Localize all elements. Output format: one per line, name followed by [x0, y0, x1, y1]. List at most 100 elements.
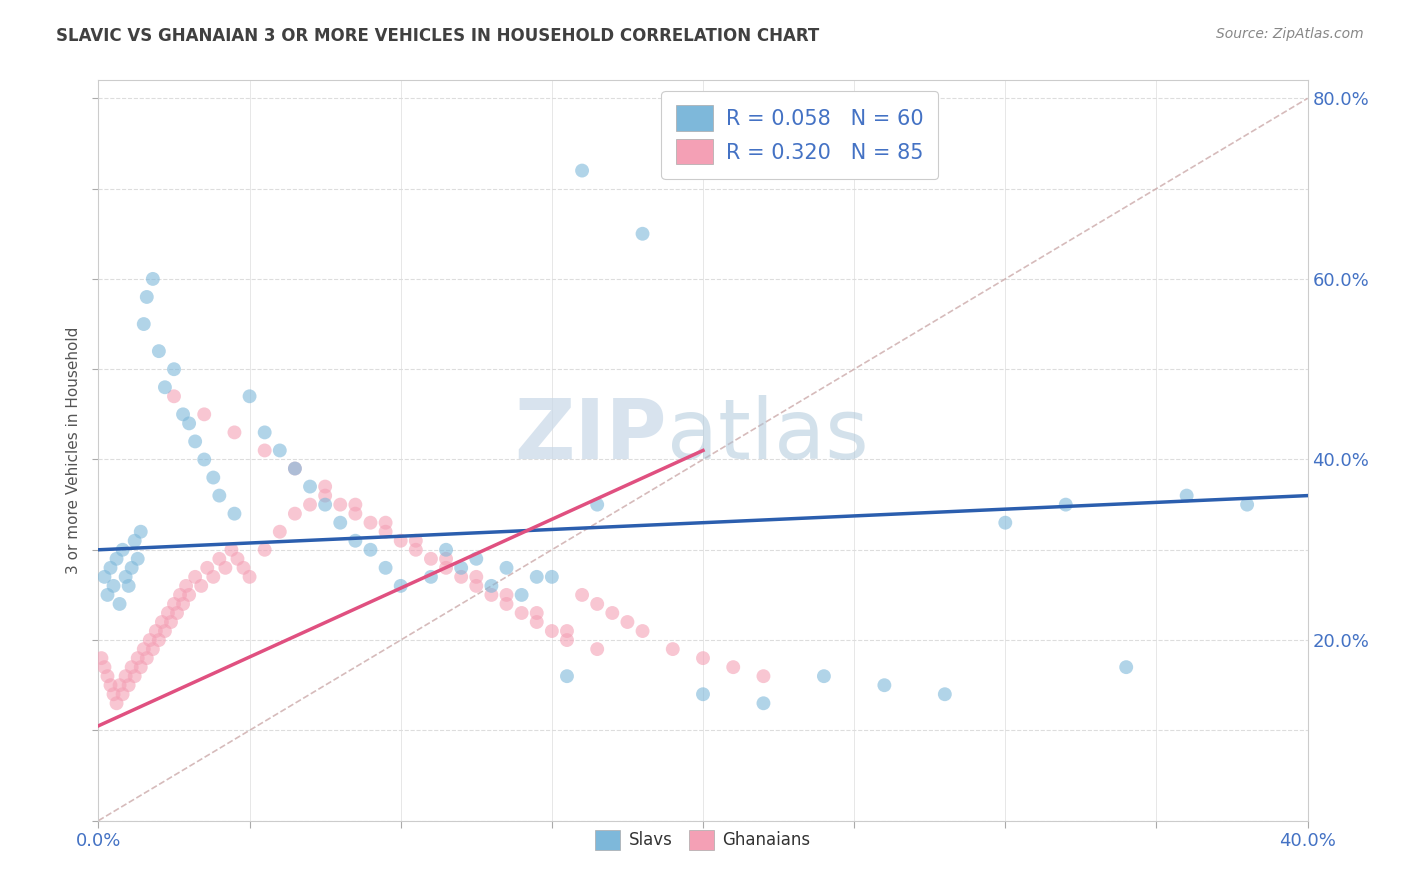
Point: [232, 561, 254, 575]
Point: [1236, 498, 1258, 512]
Point: [510, 588, 533, 602]
Point: [481, 588, 503, 602]
Point: [389, 533, 412, 548]
Legend: Slavs, Ghanaians: Slavs, Ghanaians: [589, 823, 817, 856]
Point: [752, 696, 775, 710]
Point: [374, 561, 396, 575]
Point: [329, 498, 352, 512]
Point: [111, 542, 134, 557]
Point: [195, 561, 218, 575]
Point: [153, 380, 176, 394]
Point: [139, 633, 162, 648]
Point: [100, 561, 122, 575]
Point: [360, 516, 382, 530]
Point: [208, 489, 231, 503]
Point: [1054, 498, 1077, 512]
Point: [465, 579, 488, 593]
Point: [405, 533, 427, 548]
Point: [111, 687, 134, 701]
Point: [135, 290, 157, 304]
Point: [93, 570, 115, 584]
Point: [221, 542, 243, 557]
Point: [450, 561, 472, 575]
Point: [344, 533, 367, 548]
Point: [284, 461, 307, 475]
Point: [314, 479, 336, 493]
Point: [202, 570, 225, 584]
Point: [723, 660, 745, 674]
Point: [105, 551, 128, 566]
Point: [465, 570, 488, 584]
Point: [132, 642, 155, 657]
Point: [284, 507, 307, 521]
Point: [284, 461, 307, 475]
Point: [179, 588, 201, 602]
Point: [184, 434, 207, 449]
Point: [193, 452, 215, 467]
Point: [526, 606, 548, 620]
Point: [166, 606, 188, 620]
Point: [214, 561, 236, 575]
Point: [193, 408, 215, 422]
Point: [96, 588, 118, 602]
Point: [661, 642, 683, 657]
Point: [96, 669, 118, 683]
Point: [420, 570, 443, 584]
Point: [586, 597, 609, 611]
Point: [389, 579, 412, 593]
Point: [93, 660, 115, 674]
Point: [374, 524, 396, 539]
Point: [631, 624, 654, 638]
Point: [150, 615, 173, 629]
Point: [631, 227, 654, 241]
Point: [160, 615, 183, 629]
Point: [108, 597, 131, 611]
Point: [114, 669, 136, 683]
Point: [465, 551, 488, 566]
Point: [121, 561, 143, 575]
Point: [540, 624, 562, 638]
Point: [103, 687, 125, 701]
Point: [142, 272, 165, 286]
Point: [934, 687, 956, 701]
Point: [172, 408, 194, 422]
Point: [142, 642, 165, 657]
Point: [299, 479, 322, 493]
Point: [616, 615, 638, 629]
Point: [540, 570, 562, 584]
Point: [571, 588, 593, 602]
Point: [224, 507, 246, 521]
Point: [172, 597, 194, 611]
Point: [253, 542, 276, 557]
Point: [163, 362, 186, 376]
Point: [184, 570, 207, 584]
Point: [602, 606, 624, 620]
Point: [153, 624, 176, 638]
Point: [526, 615, 548, 629]
Point: [692, 687, 714, 701]
Point: [434, 561, 457, 575]
Point: [434, 542, 457, 557]
Point: [434, 551, 457, 566]
Point: [129, 524, 152, 539]
Point: [127, 551, 149, 566]
Point: [526, 570, 548, 584]
Point: [148, 633, 170, 648]
Point: [202, 470, 225, 484]
Point: [1115, 660, 1137, 674]
Point: [239, 389, 262, 403]
Point: [239, 570, 262, 584]
Point: [269, 524, 291, 539]
Point: [156, 606, 179, 620]
Point: [571, 163, 593, 178]
Y-axis label: 3 or more Vehicles in Household: 3 or more Vehicles in Household: [66, 326, 82, 574]
Point: [405, 542, 427, 557]
Point: [90, 651, 112, 665]
Point: [127, 651, 149, 665]
Point: [994, 516, 1017, 530]
Point: [145, 624, 167, 638]
Point: [100, 678, 122, 692]
Point: [124, 669, 146, 683]
Point: [163, 389, 186, 403]
Point: [114, 570, 136, 584]
